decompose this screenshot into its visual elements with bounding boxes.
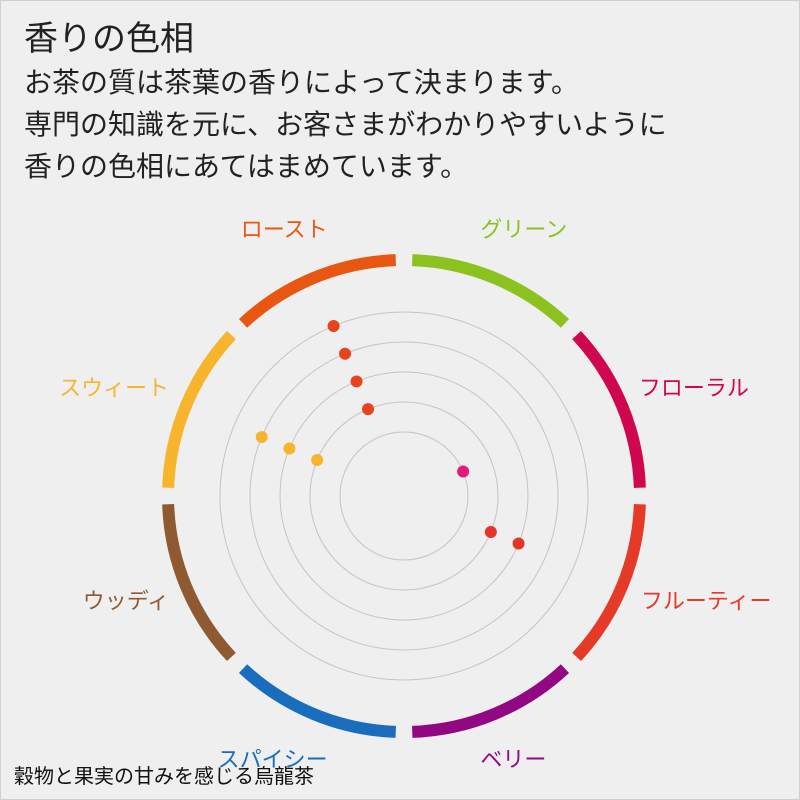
tea-caption: 穀物と果実の甘みを感じる烏龍茶 <box>14 764 314 788</box>
segment-label-8: ロースト <box>241 218 328 243</box>
guide-ring-2 <box>309 401 499 591</box>
segment-label-7: スウィート <box>59 377 169 402</box>
aroma-point-7 <box>311 454 324 467</box>
segment-label-4: ベリー <box>480 748 546 773</box>
segment-arc-6 <box>162 504 236 662</box>
aroma-point-5 <box>255 431 268 444</box>
description-line-3: 香りの色相にあてはまめています。 <box>24 150 469 183</box>
guide-ring-5 <box>219 311 589 681</box>
aroma-point-9 <box>484 525 497 538</box>
segment-label-6: ウッディ <box>83 589 169 614</box>
segment-arc-7 <box>162 330 236 488</box>
description-line-2: 専門の知識を元に、お客さまがわかりやすいように <box>24 108 667 141</box>
description: お茶の質は茶葉の香りによって決まります。 専門の知識を元に、お客さまがわかりやす… <box>24 62 784 188</box>
description-line-1: お茶の質は茶葉の香りによって決まります。 <box>24 66 579 99</box>
aroma-point-8 <box>457 465 470 478</box>
aroma-point-3 <box>350 375 363 388</box>
segment-label-3: フルーティー <box>641 589 772 614</box>
guide-ring-3 <box>279 371 529 621</box>
page-title: 香りの色相 <box>24 19 194 59</box>
segment-arc-3 <box>572 504 646 662</box>
segment-label-2: フローラル <box>639 377 749 402</box>
segment-arc-8 <box>238 254 396 328</box>
segment-arc-5 <box>238 664 396 738</box>
aroma-point-10 <box>512 537 525 550</box>
guide-ring-1 <box>339 431 469 561</box>
segment-arc-1 <box>412 254 570 328</box>
segment-label-5: スパイシー <box>218 748 328 773</box>
aroma-point-6 <box>283 442 296 455</box>
segment-arc-4 <box>412 664 570 738</box>
guide-ring-4 <box>249 341 559 651</box>
segment-label-1: グリーン <box>480 218 567 243</box>
segment-arc-2 <box>572 330 646 488</box>
aroma-point-2 <box>339 347 352 360</box>
aroma-point-1 <box>327 320 340 333</box>
aroma-point-4 <box>362 403 375 416</box>
